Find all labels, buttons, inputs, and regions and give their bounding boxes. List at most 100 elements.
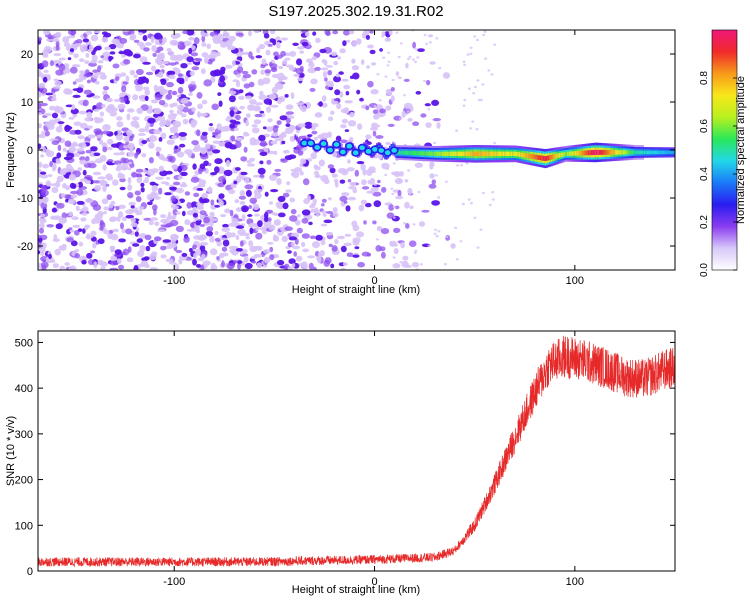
spectrogram-noise-speck (349, 136, 354, 143)
spectrogram-noise-speck (301, 233, 310, 239)
spectrogram-noise-speck (133, 53, 141, 59)
spectrogram-noise-speck (331, 100, 339, 105)
spectrogram-signal-cell (584, 150, 587, 156)
spectrogram-noise-speck (156, 85, 165, 91)
spectrogram-noise-speck (129, 69, 136, 76)
spectrogram-noise-speck (85, 156, 90, 162)
spectrogram-noise-speck (133, 207, 139, 213)
spectrogram-noise-speck (285, 189, 292, 193)
spectrogram-noise-speck (186, 56, 194, 63)
spectrogram-noise-speck (94, 185, 102, 192)
spectrogram-noise-speck (244, 184, 254, 190)
spectrogram-noise-speck (381, 251, 386, 259)
spectrogram-noise-speck (201, 68, 206, 75)
spectrogram-signal-cell (544, 156, 547, 162)
spectrogram-noise-speck (75, 205, 80, 209)
spectrogram-noise-speck (211, 103, 219, 111)
spectrogram-noise-speck (385, 105, 392, 111)
spectrogram-signal-cell (464, 151, 467, 157)
spectrogram-noise-speck (276, 54, 283, 59)
spectrogram-noise-speck (52, 215, 62, 220)
spectrogram-signal-cell (521, 152, 524, 158)
spectrogram-noise-speck (334, 238, 339, 245)
spectrogram-noise-speck (321, 95, 327, 102)
spectrogram-signal-cell (472, 151, 475, 157)
spectrogram-noise-speck (106, 175, 114, 181)
spectrogram-noise-speck (352, 72, 360, 80)
spectrogram-noise-speck (320, 223, 328, 227)
spectrogram-noise-speck (174, 61, 179, 65)
spectrogram-noise-speck (138, 128, 146, 133)
spectrogram-signal-cell (432, 151, 435, 156)
spectrogram-noise-speck (112, 179, 119, 186)
spectrogram-noise-speck (365, 202, 372, 208)
spectrogram-noise-speck (69, 48, 75, 53)
spectrogram-noise-speck (52, 263, 59, 269)
spectrogram-noise-speck (206, 43, 211, 49)
spectrogram-noise-speck (125, 214, 135, 219)
spectrogram-noise-speck (144, 234, 152, 241)
spectrogram-noise-speck (183, 40, 192, 47)
spectrogram-noise-speck (436, 122, 441, 129)
spectrogram-noise-speck (170, 33, 180, 39)
spectrogram-noise-speck (197, 183, 206, 188)
spectrogram-signal-cell (606, 150, 609, 155)
spectrogram-signal-cell (483, 151, 486, 157)
spectrogram-noise-speck (97, 238, 105, 245)
spectrogram-noise-speck (394, 171, 401, 178)
spectrogram-signal-cell (409, 150, 412, 155)
spectrogram-noise-speck (82, 228, 86, 234)
spectrogram-signal-cell (461, 151, 463, 157)
spectrogram-noise-speck (119, 151, 125, 156)
spectrogram-signal-cell (412, 151, 415, 156)
spectrogram-signal-cell (523, 152, 526, 158)
spectrogram-noise-speck (281, 37, 288, 41)
spectrogram-noise-speck (268, 201, 274, 205)
spectrogram-noise-speck (367, 179, 374, 185)
spectrogram-noise-speck (395, 71, 400, 76)
spectrogram-signal-cell (417, 151, 420, 156)
spectrogram-noise-speck (142, 86, 150, 91)
spectrogram-signal-cell (404, 150, 407, 155)
spectrogram-noise-speck (418, 221, 426, 227)
spectrogram-noise-speck (72, 88, 80, 91)
spectrogram-signal-cell (400, 150, 403, 155)
spectrogram-noise-speck (304, 121, 313, 129)
spectrogram-noise-speck (166, 81, 174, 88)
spectrogram-noise-speck (346, 167, 355, 172)
spectrogram-noise-speck (354, 246, 360, 250)
spectrogram-noise-speck (442, 72, 451, 79)
spectrogram-noise-speck (76, 189, 84, 196)
spectrogram-noise-speck (429, 173, 435, 179)
spectrogram-noise-speck (270, 140, 278, 145)
spectrogram-noise-speck (127, 142, 135, 150)
spectrogram-noise-speck (321, 198, 327, 203)
spectrogram-noise-speck (240, 156, 248, 162)
spectrogram-noise-speck (106, 194, 113, 201)
spectrogram-noise-speck (346, 252, 354, 257)
spectrogram-noise-speck (397, 264, 401, 267)
spectrogram-noise-speck (311, 56, 318, 61)
spectrogram-noise-speck (431, 200, 440, 206)
spectrogram-noise-speck (193, 192, 200, 198)
spectrogram-noise-speck (370, 122, 379, 130)
spectrogram-noise-speck (247, 163, 255, 167)
spectrogram-noise-speck (294, 238, 299, 245)
spectrogram-noise-speck (332, 207, 338, 213)
spectrogram-noise-speck (189, 248, 193, 253)
spectrogram-noise-speck (135, 227, 140, 232)
snr-x-tick-label: 100 (566, 576, 584, 588)
spectrogram-noise-speck (401, 260, 409, 268)
spectrogram-noise-speck (316, 255, 322, 262)
spectrogram-noise-speck (463, 63, 467, 67)
spectrogram-noise-speck (417, 190, 421, 194)
spectrogram-noise-speck (337, 167, 347, 174)
spectrogram-noise-speck (176, 109, 183, 115)
spectrogram-noise-speck (351, 58, 356, 64)
spectrogram-signal-cell (666, 150, 669, 155)
spectrogram-noise-speck (219, 237, 228, 241)
spectrogram-noise-speck (116, 258, 122, 264)
spectrogram-noise-speck (68, 173, 76, 181)
spectrogram-noise-speck (342, 262, 348, 267)
spectrogram-noise-speck (488, 203, 492, 207)
